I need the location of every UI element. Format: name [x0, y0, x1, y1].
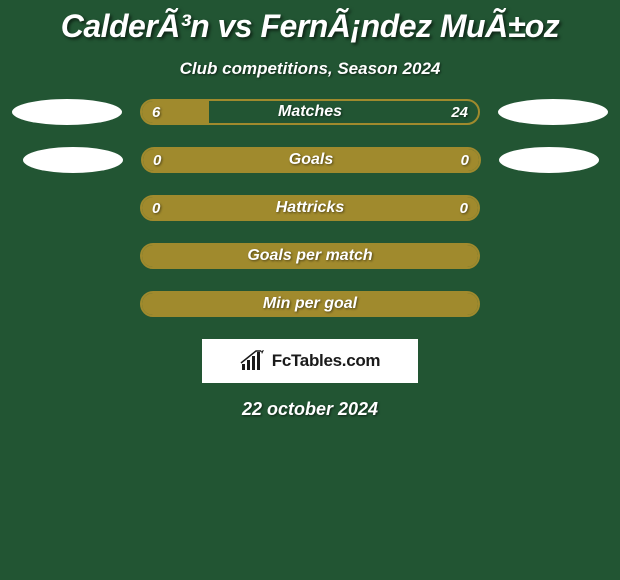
pill-spacer [498, 195, 608, 221]
stat-row-hattricks: 0 Hattricks 0 [0, 195, 620, 221]
chart-icon [240, 350, 266, 372]
stat-label: Hattricks [142, 199, 478, 217]
team-pill-left [12, 99, 122, 125]
stat-bar-gpm: Goals per match [140, 243, 480, 269]
stat-bar-mpg: Min per goal [140, 291, 480, 317]
stat-label: Goals per match [142, 247, 478, 265]
date-text: 22 october 2024 [0, 399, 620, 420]
team-pill-right [499, 147, 599, 173]
pill-spacer [12, 243, 122, 269]
stat-bar-goals: 0 Goals 0 [141, 147, 481, 173]
brand-text: FcTables.com [272, 351, 381, 371]
pill-spacer [498, 243, 608, 269]
stat-row-matches: 6 Matches 24 [0, 99, 620, 125]
stat-bar-matches: 6 Matches 24 [140, 99, 480, 125]
page-title: CalderÃ³n vs FernÃ¡ndez MuÃ±oz [0, 8, 620, 45]
pill-spacer [12, 195, 122, 221]
brand-box[interactable]: FcTables.com [202, 339, 418, 383]
stat-label: Matches [142, 103, 478, 121]
stat-value-right: 0 [461, 152, 469, 169]
stat-label: Min per goal [142, 295, 478, 313]
stat-bar-hattricks: 0 Hattricks 0 [140, 195, 480, 221]
stat-label: Goals [143, 151, 479, 169]
stats-container: CalderÃ³n vs FernÃ¡ndez MuÃ±oz Club comp… [0, 0, 620, 420]
stat-row-gpm: Goals per match [0, 243, 620, 269]
team-pill-left [23, 147, 123, 173]
pill-spacer [498, 291, 608, 317]
stat-value-right: 24 [451, 104, 468, 121]
stat-row-mpg: Min per goal [0, 291, 620, 317]
stat-value-right: 0 [460, 200, 468, 217]
pill-spacer [12, 291, 122, 317]
subtitle: Club competitions, Season 2024 [0, 59, 620, 79]
team-pill-right [498, 99, 608, 125]
stat-row-goals: 0 Goals 0 [0, 147, 620, 173]
